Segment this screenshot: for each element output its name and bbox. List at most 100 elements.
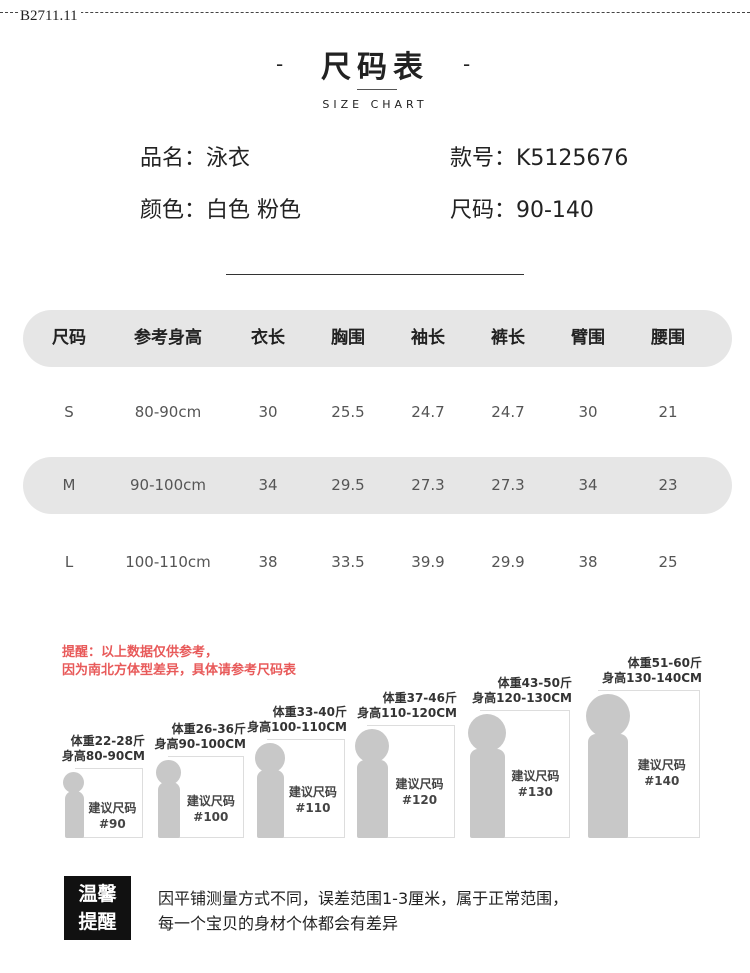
table-cell: 24.7 [411, 403, 445, 421]
table-cell: 80-90cm [134, 403, 202, 421]
table-cell: 34 [578, 476, 598, 494]
divider [226, 274, 524, 275]
table-cell: M [62, 476, 76, 494]
height-range: 身高80-90CM [61, 749, 145, 763]
table-row: M 90-100cm 34 29.5 27.3 27.3 34 23 [23, 457, 732, 514]
table-row: L 100-110cm 38 33.5 39.9 29.9 38 25 [23, 534, 732, 591]
size-box [598, 690, 700, 838]
header-cell: 裤长 [491, 328, 525, 348]
table-cell: 24.7 [491, 403, 525, 421]
suggest-label: 建议尺码 [288, 784, 337, 799]
product-color: 颜色：白色 粉色 [140, 198, 301, 223]
size-box [367, 725, 455, 838]
suggested-size: 建议尺码 #90 [82, 800, 143, 832]
size-box [75, 768, 143, 838]
header-cell: 袖长 [411, 328, 445, 348]
table-row: S 80-90cm 30 25.5 24.7 24.7 30 21 [23, 384, 732, 441]
table-cell: 38 [258, 553, 278, 571]
figure-label: 体重51-60斤 身高130-140CM [602, 656, 702, 686]
suggested-size: 建议尺码 #120 [384, 776, 455, 808]
warning-line-1: 提醒：以上数据仅供参考， [62, 645, 219, 660]
weight-range: 体重26-36斤 [171, 722, 246, 736]
figure-label: 体重22-28斤 身高80-90CM [62, 734, 145, 764]
table-cell: 25.5 [331, 403, 365, 421]
suggest-size: #120 [401, 792, 438, 807]
table-cell: 100-110cm [125, 553, 211, 571]
table-cell: 27.3 [411, 476, 445, 494]
suggest-label: 建议尺码 [637, 757, 686, 772]
table-cell: S [64, 403, 74, 421]
weight-range: 体重51-60斤 [627, 656, 702, 670]
child-silhouette-icon [65, 790, 84, 838]
header-cell: 衣长 [251, 328, 285, 348]
size-box [267, 739, 345, 838]
height-range: 身高120-130CM [472, 691, 572, 705]
header-cell: 臂围 [571, 328, 605, 348]
table-cell: L [64, 553, 74, 571]
header-cell: 尺码 [52, 328, 86, 348]
child-silhouette-icon [588, 733, 628, 838]
figure-label: 体重43-50斤 身高120-130CM [472, 676, 572, 706]
table-cell: 39.9 [411, 553, 445, 571]
figure-label: 体重33-40斤 身高100-110CM [247, 705, 347, 735]
height-range: 身高90-100CM [154, 737, 246, 751]
title-dash-left: - [276, 52, 284, 76]
header-cell: 参考身高 [134, 328, 202, 348]
table-header: 尺码 参考身高 衣长 胸围 袖长 裤长 臂围 腰围 [23, 310, 732, 367]
suggest-label: 建议尺码 [395, 776, 444, 791]
weight-range: 体重22-28斤 [70, 734, 145, 748]
suggest-label: 建议尺码 [186, 793, 235, 808]
child-head-icon [255, 743, 285, 773]
warning-line-2: 因为南北方体型差异，具体请参考尺码表 [62, 663, 297, 678]
table-cell: 30 [258, 403, 278, 421]
child-silhouette-icon [158, 782, 181, 838]
product-name: 品名：泳衣 [140, 146, 251, 171]
weight-range: 体重37-46斤 [382, 691, 457, 705]
child-silhouette-icon [257, 769, 284, 838]
item-number: 款号：K5125676 [450, 146, 629, 171]
table-cell: 90-100cm [130, 476, 206, 494]
suggested-size: 建议尺码 #110 [281, 784, 345, 816]
size-box [480, 710, 570, 838]
height-range: 身高130-140CM [602, 671, 702, 685]
figure-label: 体重37-46斤 身高110-120CM [357, 691, 457, 721]
table-cell: 25 [658, 553, 678, 571]
suggest-size: #140 [644, 773, 680, 788]
tip-line-2: 每一个宝贝的身材个体都会有差异 [158, 914, 399, 933]
suggested-size: 建议尺码 #130 [501, 768, 570, 800]
suggest-label: 建议尺码 [511, 768, 560, 783]
page-title: 尺码表 [321, 50, 429, 85]
weight-range: 体重43-50斤 [497, 676, 572, 690]
table-cell: 23 [658, 476, 678, 494]
child-head-icon [586, 694, 631, 739]
header-cell: 腰围 [651, 328, 685, 348]
table-cell: 29.5 [331, 476, 365, 494]
dashed-border [0, 12, 750, 13]
title-underline [357, 89, 397, 90]
table-cell: 27.3 [491, 476, 525, 494]
child-silhouette-icon [357, 759, 388, 838]
tip-line-1: 因平铺测量方式不同，误差范围1-3厘米，属于正常范围， [158, 889, 569, 908]
child-head-icon [156, 760, 181, 785]
suggest-size: #100 [193, 809, 229, 824]
suggest-size: #110 [295, 800, 331, 815]
child-head-icon [468, 714, 507, 753]
tip-badge-line-2: 提醒 [78, 911, 117, 933]
figure-label: 体重26-36斤 身高90-100CM [155, 722, 246, 752]
height-range: 身高100-110CM [247, 720, 347, 734]
product-code: B2711.11 [20, 8, 81, 25]
suggest-size: #130 [517, 784, 553, 799]
height-range: 身高110-120CM [357, 706, 457, 720]
table-cell: 38 [578, 553, 598, 571]
tip-badge: 温馨 提醒 [64, 876, 131, 940]
tip-badge-line-1: 温馨 [78, 883, 117, 905]
title-dash-right: - [463, 52, 471, 76]
table-cell: 34 [258, 476, 278, 494]
size-box [168, 756, 244, 838]
suggest-size: #90 [99, 816, 126, 831]
suggest-label: 建议尺码 [88, 800, 137, 815]
weight-range: 体重33-40斤 [272, 705, 347, 719]
table-cell: 30 [578, 403, 598, 421]
table-cell: 21 [658, 403, 678, 421]
suggested-size: 建议尺码 #100 [178, 793, 244, 825]
